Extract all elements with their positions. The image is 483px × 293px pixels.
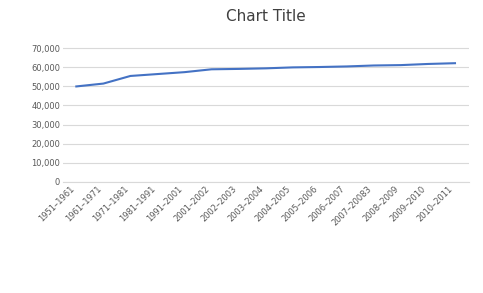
Title: Chart Title: Chart Title — [226, 9, 306, 24]
